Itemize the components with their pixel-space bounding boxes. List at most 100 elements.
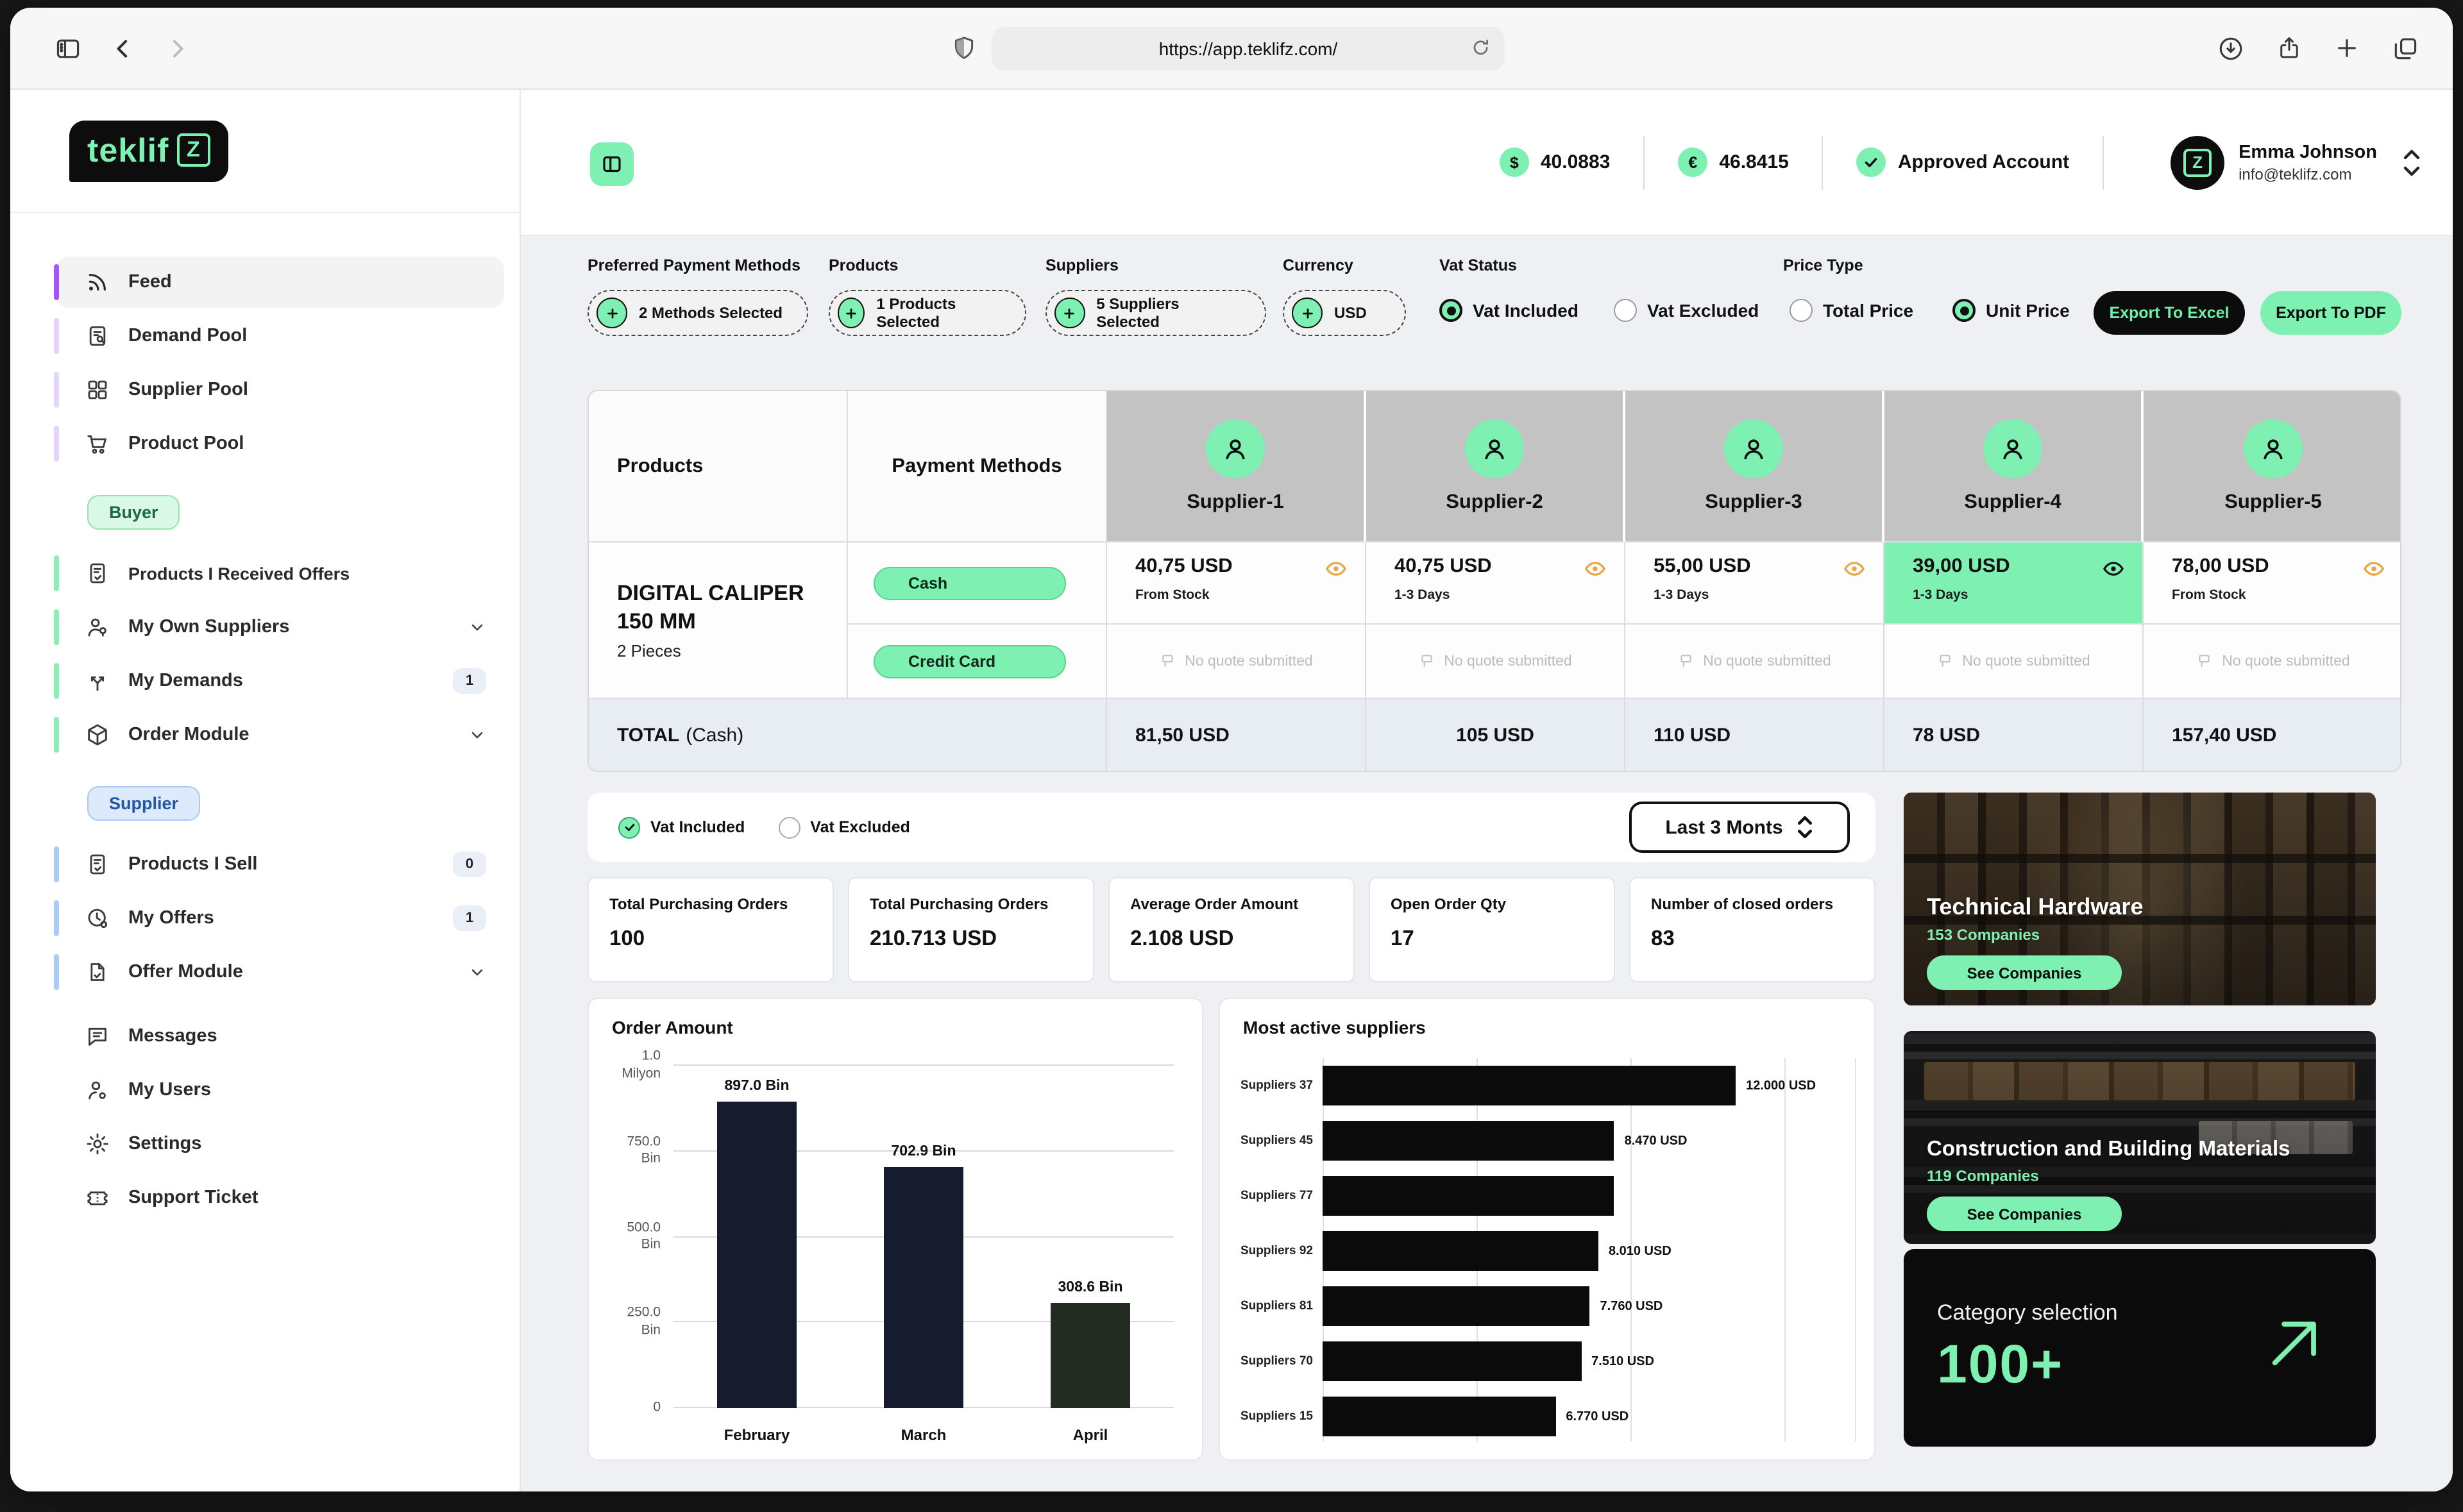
browser-toolbar: https://app.teklifz.com/ [10,8,2453,90]
supplier-bar-row[interactable]: Suppliers 45 8.470 USD [1240,1113,1856,1168]
total-cell: 78 USD [1884,699,2144,771]
see-companies-button[interactable]: See Companies [1927,955,2122,990]
supplier-bar-row[interactable]: Suppliers 37 12.000 USD [1240,1058,1856,1113]
supplier-column-header[interactable]: Supplier-2 [1366,391,1625,542]
sidebar-item-products-i-sell[interactable]: Products I Sell 0 [54,839,504,890]
eye-icon[interactable] [1584,560,1606,577]
eye-icon[interactable] [1325,560,1347,577]
export-to-pdf-button[interactable]: Export To PDF [2260,291,2401,335]
sidebar-item-order-module[interactable]: Order Module [54,709,504,760]
teklifz-logo[interactable]: teklif Z [69,120,228,181]
sidebar-item-label: Feed [128,272,172,292]
bar-march[interactable]: 702.9 Bin [884,1066,963,1408]
total-price-radio[interactable]: Total Price [1790,299,1913,322]
sidebar-item-settings[interactable]: Settings [56,1118,504,1170]
new-tab-icon[interactable] [2333,35,2360,62]
supplier-bar-row[interactable]: Suppliers 70 7.510 USD [1240,1334,1856,1389]
flag-icon [1677,653,1694,669]
active-indicator [54,264,59,300]
supplier-bar-row[interactable]: Suppliers 77 [1240,1168,1856,1223]
indicator [54,318,59,354]
sidebar-item-my-own-suppliers[interactable]: My Own Suppliers [54,601,504,653]
downloads-icon[interactable] [2217,34,2245,62]
panel-vat-excluded-radio[interactable]: Vat Excluded [778,816,910,838]
tab-overview-icon[interactable] [2391,34,2419,62]
browser-sidebar-toggle-icon[interactable] [54,34,82,62]
eye-icon[interactable] [1843,560,1865,577]
products-filter[interactable]: 1 Products Selected [829,290,1026,336]
sidebar-item-support-ticket[interactable]: Support Ticket [56,1172,504,1223]
vat-included-radio[interactable]: Vat Included [1439,299,1579,322]
sidebar-item-my-demands[interactable]: My Demands 1 [54,655,504,707]
user-menu[interactable]: Z Emma Johnson info@teklifz.com [2171,135,2422,189]
supplier-column-header[interactable]: Supplier-3 [1625,391,1884,542]
forward-icon[interactable] [164,35,190,61]
panel-vat-included-radio[interactable]: Vat Included [618,816,745,838]
sidebar-item-product-pool[interactable]: Product Pool [54,418,504,469]
reload-icon[interactable] [1470,37,1492,59]
buyer-badge: Buyer [87,495,180,530]
supplier-bar-row[interactable]: Suppliers 92 8.010 USD [1240,1223,1856,1279]
sidebar-item-messages[interactable]: Messages [56,1011,504,1062]
vat-excluded-radio[interactable]: Vat Excluded [1614,299,1759,322]
logo-mark-icon: Z [176,133,210,167]
chevron-down-icon[interactable] [468,726,486,744]
sidebar-item-offer-module[interactable]: Offer Module [54,946,504,998]
collapse-sidebar-button[interactable] [590,142,634,186]
supplier-column-header[interactable]: Supplier-1 [1107,391,1366,542]
supplier-avatar-icon [1983,419,2042,478]
supplier-column-header[interactable]: Supplier-5 [2144,391,2400,542]
payment-methods-filter[interactable]: 2 Methods Selected [588,290,808,336]
supplier-bar-row[interactable]: Suppliers 81 7.760 USD [1240,1279,1856,1334]
sidebar-item-feed[interactable]: Feed [54,256,504,308]
sidebar-item-demand-pool[interactable]: Demand Pool [54,310,504,362]
euro-icon: € [1678,147,1708,177]
indicator [54,954,59,990]
browser-window: https://app.teklifz.com/ teklif Z Feed [10,8,2453,1491]
sidebar-item-products-i-received-offers[interactable]: Products I Received Offers [54,548,504,599]
category-card-construction[interactable]: Construction and Building Materials 119 … [1904,1031,2376,1244]
date-range-select[interactable]: Last 3 Monts [1629,802,1850,853]
category-card-technical-hardware[interactable]: Technical Hardware 153 Companies See Com… [1904,793,2376,1005]
flag-icon [1936,653,1953,669]
back-icon[interactable] [110,35,136,61]
see-companies-button[interactable]: See Companies [1927,1197,2122,1231]
share-icon[interactable] [2276,35,2303,62]
sidebar-item-my-users[interactable]: My Users [56,1064,504,1116]
payment-method-cash: Cash [848,542,1107,625]
eye-icon[interactable] [2103,560,2124,577]
quote-cell[interactable]: 40,75 USD From Stock [1107,542,1366,625]
suppliers-filter[interactable]: 5 Suppliers Selected [1045,290,1266,336]
supplier-column-header[interactable]: Supplier-4 [1884,391,2144,542]
quote-cell-best[interactable]: 39,00 USD 1-3 Days [1884,542,2144,625]
sidebar-item-supplier-pool[interactable]: Supplier Pool [54,364,504,416]
privacy-shield-icon[interactable] [951,35,978,62]
url-bar[interactable]: https://app.teklifz.com/ [992,27,1505,71]
stats-row: Total Purchasing Orders 100 Total Purchas… [588,877,1875,982]
supplier-bar-row[interactable]: Suppliers 15 6.770 USD [1240,1389,1856,1444]
doc-check-icon [85,560,110,586]
bar-february[interactable]: 897.0 Bin [717,1066,797,1408]
total-cell: 157,40 USD [2144,699,2400,771]
filter-label: Suppliers [1045,256,1119,274]
filter-label: Price Type [1783,256,1863,274]
sidebar-item-label: Order Module [128,725,250,745]
category-selection-card[interactable]: Category selection 100+ [1904,1249,2376,1447]
currency-filter[interactable]: USD [1283,290,1406,336]
quote-cell[interactable]: 78,00 USD From Stock [2144,542,2400,625]
radio-icon [1790,299,1813,322]
chevron-down-icon[interactable] [468,618,486,636]
sidebar-item-my-offers[interactable]: My Offers 1 [54,893,504,944]
stat-card: Average Order Amount 2.108 USD [1108,877,1355,982]
chevron-updown-icon[interactable] [2401,146,2422,179]
radio-selected-icon [1952,299,1976,322]
x-axis-label: February [724,1426,790,1444]
quote-cell[interactable]: 40,75 USD 1-3 Days [1366,542,1625,625]
unit-price-radio[interactable]: Unit Price [1952,299,2070,322]
eye-icon[interactable] [2363,560,2385,577]
chevron-down-icon[interactable] [468,963,486,981]
flag-icon [2196,653,2213,669]
bar-april[interactable]: 308.6 Bin [1051,1066,1130,1408]
export-to-excel-button[interactable]: Export To Excel [2094,291,2245,335]
quote-cell[interactable]: 55,00 USD 1-3 Days [1625,542,1884,625]
